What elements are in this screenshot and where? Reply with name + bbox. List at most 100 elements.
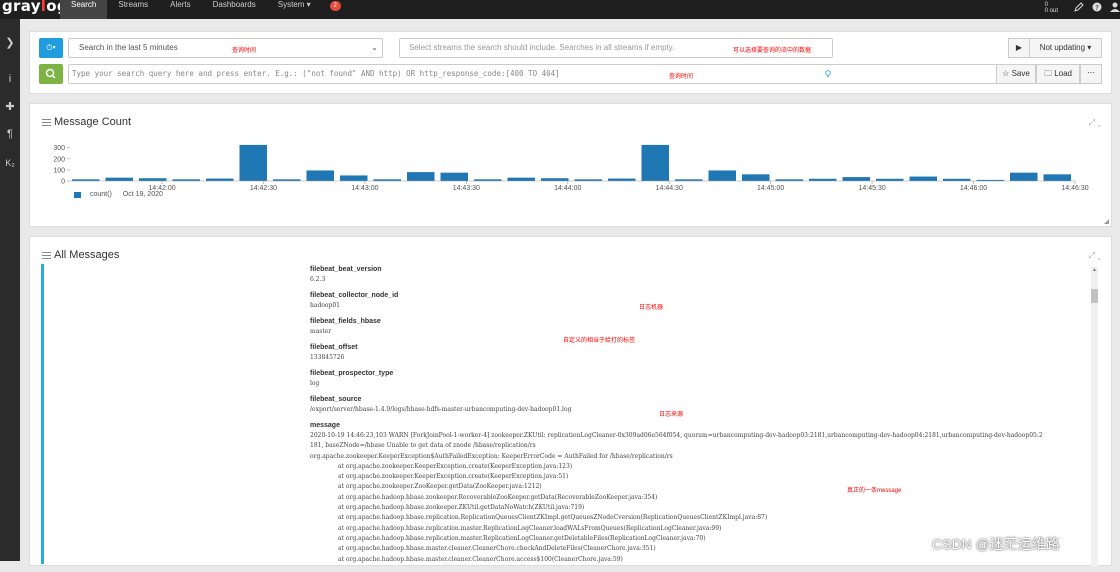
- count-bar[interactable]: [474, 179, 502, 181]
- field-collector-node-id: filebeat_collector_node_id hadoop01: [310, 291, 1090, 310]
- add-field-icon[interactable]: ✚: [5, 101, 15, 113]
- count-bar[interactable]: [139, 178, 167, 181]
- message-count-title[interactable]: Message Count: [42, 116, 131, 128]
- count-bar[interactable]: [943, 178, 971, 181]
- expand-icon[interactable]: ⤢: [1088, 118, 1095, 127]
- stack-line: at org.apache.zookeeper.KeeperException.…: [338, 462, 573, 470]
- annotation-message: 真正的一条message: [847, 488, 902, 494]
- nav-alerts[interactable]: Alerts: [170, 0, 191, 9]
- x-tick-label: 14:45:30: [858, 185, 885, 192]
- drag-handle-icon[interactable]: [42, 251, 51, 259]
- count-bar[interactable]: [909, 176, 938, 181]
- count-bar[interactable]: [809, 178, 837, 181]
- count-bar[interactable]: [306, 170, 335, 181]
- expand-sidebar-icon[interactable]: ❯: [5, 37, 15, 49]
- scroll-up-icon[interactable]: ▲: [1092, 267, 1097, 273]
- count-bar[interactable]: [775, 179, 804, 181]
- nav-streams[interactable]: Streams: [118, 0, 149, 9]
- count-bar[interactable]: [407, 172, 435, 181]
- count-bar[interactable]: [206, 178, 234, 181]
- streams-select[interactable]: Select streams the search should include…: [399, 38, 833, 58]
- vertical-scrollbar[interactable]: ▲: [1091, 267, 1098, 567]
- resize-handle-icon[interactable]: [1104, 219, 1109, 224]
- user-icon[interactable]: [1110, 2, 1120, 12]
- save-search-button[interactable]: ☆ Save: [996, 64, 1036, 84]
- edit-icon[interactable]: [1074, 2, 1084, 12]
- count-bar[interactable]: [507, 177, 536, 181]
- count-bar[interactable]: [239, 144, 268, 181]
- field-name[interactable]: filebeat_beat_version: [310, 266, 382, 273]
- panel-tools: ⤢ ⌄: [1089, 251, 1101, 261]
- nav-dashboards[interactable]: Dashboards: [212, 0, 256, 9]
- time-range-type-button[interactable]: ⏱▾: [39, 38, 63, 58]
- scrollbar-thumb[interactable]: [1091, 289, 1098, 303]
- count-bar[interactable]: [1043, 174, 1072, 181]
- throughput-in: 0: [1044, 2, 1048, 8]
- count-bar[interactable]: [1010, 172, 1038, 181]
- field-name[interactable]: filebeat_offset: [310, 344, 358, 351]
- count-bar[interactable]: [373, 179, 402, 181]
- field-name[interactable]: filebeat_source: [310, 396, 362, 403]
- field-source: filebeat_source /export/server/hbase-1.4…: [310, 395, 1090, 414]
- help-icon[interactable]: ?: [1092, 2, 1102, 12]
- all-messages-title[interactable]: All Messages: [42, 249, 119, 261]
- count-bar[interactable]: [172, 179, 201, 181]
- clock-icon: ⏱▾: [46, 43, 56, 52]
- message-count-title-text: Message Count: [54, 116, 132, 128]
- nav-search[interactable]: Search: [60, 0, 108, 19]
- x-tick-label: 14:44:30: [656, 185, 683, 192]
- message-count-panel: Message Count ⤢ ⌄ 0 100 200 300 14:42:00 14:4…: [29, 103, 1112, 227]
- count-bar[interactable]: [541, 178, 569, 181]
- count-bar[interactable]: [440, 172, 469, 181]
- not-updating-dropdown[interactable]: Not updating ▾: [1029, 38, 1102, 58]
- drag-handle-icon[interactable]: [42, 118, 51, 126]
- count-bar[interactable]: [708, 170, 737, 181]
- count-bar[interactable]: [105, 177, 134, 181]
- more-actions-button[interactable]: ⋯: [1080, 64, 1102, 84]
- chevron-down-icon: ⌄: [371, 43, 378, 52]
- nav-system[interactable]: System ▾: [277, 0, 311, 9]
- count-bar[interactable]: [641, 144, 670, 181]
- count-bar[interactable]: [608, 178, 636, 181]
- all-messages-panel: All Messages ⤢ ⌄ filebeat_beat_version 6…: [29, 236, 1112, 567]
- count-bar[interactable]: [876, 178, 904, 181]
- count-bar[interactable]: [842, 177, 871, 181]
- throughput-indicator: 0 0 out: [1045, 2, 1058, 14]
- field-name[interactable]: filebeat_prospector_type: [310, 370, 394, 377]
- message-count-chart: 0 100 200 300 14:42:00 14:42:30 14:43:00 14:43:…: [53, 144, 1089, 192]
- chevron-down-icon[interactable]: ⌄: [1097, 251, 1101, 260]
- field-value: master: [310, 328, 332, 335]
- refresh-play-button[interactable]: ▶: [1008, 38, 1030, 58]
- count-bar[interactable]: [574, 179, 603, 181]
- count-bar[interactable]: [742, 174, 770, 181]
- chart-legend: count() Oct 19, 2020: [74, 191, 163, 198]
- time-range-value: Search in the last 5 minutes: [79, 43, 178, 52]
- expand-icon[interactable]: ⤢: [1088, 251, 1095, 260]
- lightbulb-icon[interactable]: [825, 70, 831, 78]
- message-line: 2020-10-19 14:46:23,103 WARN [ForkJoinPo…: [310, 432, 1043, 439]
- load-search-button[interactable]: 🗀 Load: [1036, 64, 1080, 84]
- field-value: 6.2.3: [310, 276, 326, 283]
- stack-line: at org.apache.zookeeper.KeeperException.…: [338, 473, 569, 481]
- graylog-logo[interactable]: graylog: [2, 0, 68, 16]
- kpi-icon[interactable]: K₂: [5, 158, 15, 168]
- field-name[interactable]: filebeat_fields_hbase: [310, 318, 381, 325]
- chevron-down-icon[interactable]: ⌄: [1097, 118, 1101, 127]
- notification-badge[interactable]: 2: [329, 0, 341, 11]
- count-bar[interactable]: [976, 179, 1005, 181]
- y-tick-label: 0: [61, 179, 65, 186]
- search-submit-button[interactable]: [39, 64, 63, 84]
- count-bar[interactable]: [340, 175, 368, 181]
- count-bar[interactable]: [273, 179, 301, 181]
- field-name[interactable]: filebeat_collector_node_id: [310, 292, 399, 299]
- field-name[interactable]: message: [310, 422, 340, 429]
- info-icon[interactable]: i: [8, 73, 12, 85]
- search-query-input[interactable]: Type your search query here and press en…: [68, 64, 1005, 84]
- search-icon: [45, 68, 56, 79]
- count-bar[interactable]: [72, 179, 100, 181]
- query-placeholder: Type your search query here and press en…: [72, 69, 560, 78]
- paragraph-icon[interactable]: ¶: [7, 128, 13, 140]
- time-range-select[interactable]: Search in the last 5 minutes ⌄: [68, 38, 383, 58]
- count-bar[interactable]: [675, 179, 703, 181]
- annotation-node: 日志机器: [639, 305, 664, 311]
